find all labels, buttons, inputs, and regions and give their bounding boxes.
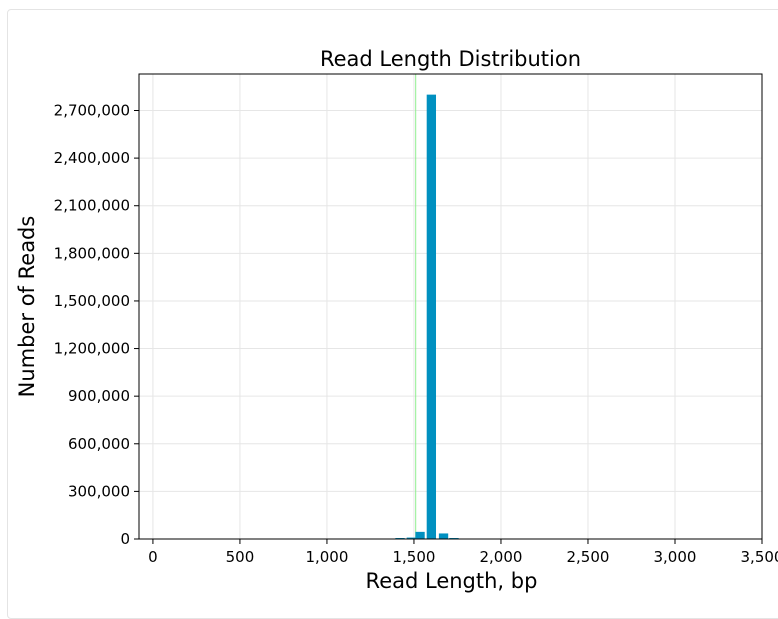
histogram-bar (426, 94, 437, 539)
y-tick-label: 1,800,000 (54, 244, 130, 262)
x-axis-ticks: 0 500 1,000 1,500 2,000 2,500 3,000 3,500 (148, 539, 778, 566)
y-tick-label: 600,000 (68, 435, 130, 453)
x-tick-label: 500 (226, 548, 255, 566)
histogram-bar (438, 533, 449, 539)
y-tick-label: 1,200,000 (54, 340, 130, 358)
y-axis-ticks: 0 300,000 600,000 900,000 1,200,000 1,500,000… (54, 102, 139, 548)
chart-title: Read Length Distribution (320, 47, 581, 71)
x-tick-label: 3,500 (741, 548, 778, 566)
x-tick-label: 3,000 (654, 548, 697, 566)
y-tick-label: 2,400,000 (54, 149, 130, 167)
plot-area-frame (138, 73, 763, 540)
x-tick-label: 0 (148, 548, 158, 566)
histogram-bar (415, 531, 425, 539)
histogram-bar (406, 537, 417, 539)
bars (395, 94, 459, 539)
x-tick-label: 2,000 (479, 548, 522, 566)
x-tick-label: 1,500 (392, 548, 435, 566)
y-tick-label: 2,700,000 (54, 102, 130, 120)
y-tick-label: 2,100,000 (54, 197, 130, 215)
y-tick-label: 900,000 (68, 387, 130, 405)
grid-lines (139, 74, 763, 540)
x-axis-label: Read Length, bp (366, 569, 538, 593)
y-tick-label: 1,500,000 (54, 292, 130, 310)
x-tick-label: 1,000 (305, 548, 348, 566)
histogram-chart: 0 500 1,000 1,500 2,000 2,500 3,000 3,500 0 300,… (15, 47, 778, 593)
y-tick-label: 300,000 (68, 482, 130, 500)
x-tick-label: 2,500 (567, 548, 610, 566)
y-axis-label: Number of Reads (15, 216, 39, 398)
y-tick-label: 0 (120, 530, 130, 548)
